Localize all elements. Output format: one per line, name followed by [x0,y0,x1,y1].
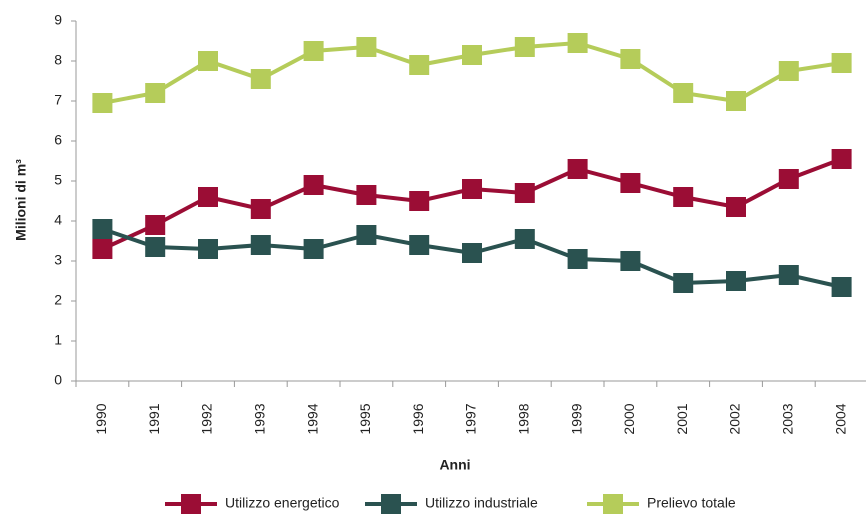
x-tick-label: 1994 [304,403,320,434]
legend-label: Utilizzo industriale [425,495,538,511]
data-point [620,49,641,69]
data-point [567,249,588,269]
data-point [567,159,588,179]
x-tick-label: 1997 [463,403,479,434]
data-point [409,235,430,255]
data-point [145,83,166,103]
y-axis-label: Milioni di m³ [13,159,29,241]
data-point [620,173,641,193]
data-point [303,175,324,195]
data-point [462,45,482,65]
data-point [778,61,799,81]
data-point [145,215,166,235]
data-point [620,251,641,271]
data-point [409,55,430,75]
data-point [198,51,218,71]
data-point [514,229,535,249]
y-tick-label: 0 [54,372,62,388]
data-point [673,83,694,103]
x-tick-label: 2002 [727,403,743,434]
data-point [726,197,746,217]
data-point [198,239,218,259]
y-tick-label: 7 [54,92,62,108]
data-point [514,37,535,57]
data-point [356,185,377,205]
y-tick-label: 9 [54,12,62,28]
x-tick-label: 2000 [621,403,637,434]
data-point [303,239,324,259]
data-point [250,235,271,255]
y-tick-label: 5 [54,172,62,188]
x-tick-label: 1998 [516,403,532,434]
x-tick-label: 1992 [199,403,215,434]
data-point [514,183,535,203]
y-tick-label: 8 [54,52,62,68]
data-point [831,277,852,297]
data-point [673,187,694,207]
x-axis-label: Anni [439,457,470,473]
data-point [356,37,377,57]
data-point [92,219,113,239]
data-point [778,169,799,189]
data-point [778,265,799,285]
data-point [356,225,377,245]
data-point [92,93,113,113]
data-point [303,41,324,61]
data-point [198,187,218,207]
data-point [567,33,588,53]
data-point [92,239,113,259]
x-tick-label: 2003 [780,403,796,434]
data-point [145,237,166,257]
data-point [831,149,852,169]
x-tick-label: 1991 [146,403,162,434]
y-tick-label: 2 [54,292,62,308]
data-point [462,243,482,263]
legend-label: Utilizzo energetico [225,495,340,511]
x-tick-label: 1995 [357,403,373,434]
data-point [250,199,271,219]
data-point [831,53,852,73]
x-tick-label: 1993 [252,403,268,434]
legend-marker [381,494,401,514]
data-point [726,271,746,291]
data-point [462,179,482,199]
legend-marker [603,494,623,514]
x-tick-label: 2001 [674,403,690,434]
x-tick-label: 1999 [568,403,584,434]
y-tick-label: 6 [54,132,62,148]
y-tick-label: 1 [54,332,62,348]
data-point [726,91,746,111]
x-tick-label: 1996 [410,403,426,434]
y-tick-label: 3 [54,252,62,268]
legend-label: Prelievo totale [647,495,736,511]
data-point [409,191,430,211]
data-point [673,273,694,293]
data-point [250,69,271,89]
y-tick-label: 4 [54,212,62,228]
x-tick-label: 1990 [93,403,109,434]
x-tick-label: 2004 [832,403,848,434]
legend-marker [181,494,201,514]
